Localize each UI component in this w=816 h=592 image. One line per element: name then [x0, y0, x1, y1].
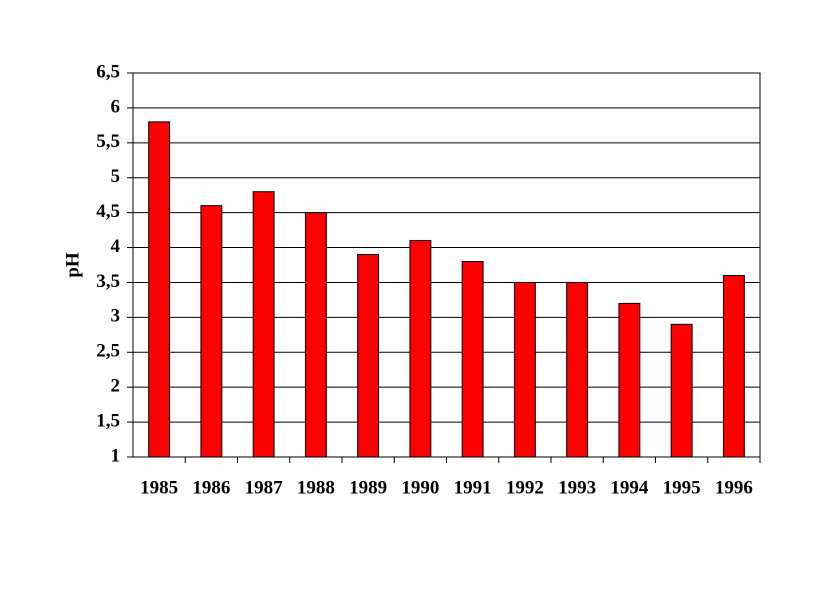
x-tick-label: 1989 — [349, 477, 387, 498]
x-tick-label: 1992 — [506, 477, 544, 498]
x-tick-label: 1991 — [454, 477, 492, 498]
y-tick-label: 4 — [111, 236, 121, 257]
x-tick-label: 1988 — [297, 477, 335, 498]
y-tick-label: 1 — [111, 445, 121, 466]
bar — [618, 302, 641, 458]
x-tick-label: 1996 — [715, 477, 753, 498]
y-tick-label: 2,5 — [96, 341, 120, 362]
x-tick-label: 1985 — [140, 477, 178, 498]
bar — [722, 274, 745, 458]
y-tick-label: 5 — [111, 166, 121, 187]
bar — [357, 254, 380, 458]
x-tick-label: 1986 — [192, 477, 230, 498]
y-tick-label: 2 — [111, 376, 121, 397]
x-tick-label: 1990 — [401, 477, 439, 498]
x-tick-label: 1993 — [558, 477, 596, 498]
bar — [252, 191, 275, 458]
x-tick-label: 1995 — [663, 477, 701, 498]
bar — [409, 240, 432, 458]
y-tick-label: 1,5 — [96, 410, 120, 431]
bar — [304, 212, 327, 458]
x-tick-label: 1994 — [610, 477, 649, 498]
plot-frame — [132, 72, 761, 458]
y-tick-label: 5,5 — [96, 131, 120, 152]
bar — [200, 205, 223, 458]
bar — [566, 281, 589, 458]
y-axis-label: pH — [62, 252, 83, 278]
bar — [670, 323, 693, 458]
bar — [513, 281, 536, 458]
bar — [461, 261, 484, 458]
y-tick-label: 3,5 — [96, 271, 120, 292]
x-tick-label: 1987 — [245, 477, 284, 498]
y-tick-label: 4,5 — [96, 201, 120, 222]
y-tick-label: 6 — [111, 96, 121, 117]
y-tick-label: 3 — [111, 306, 121, 327]
y-tick-label: 6,5 — [96, 61, 120, 82]
bar — [148, 121, 171, 458]
